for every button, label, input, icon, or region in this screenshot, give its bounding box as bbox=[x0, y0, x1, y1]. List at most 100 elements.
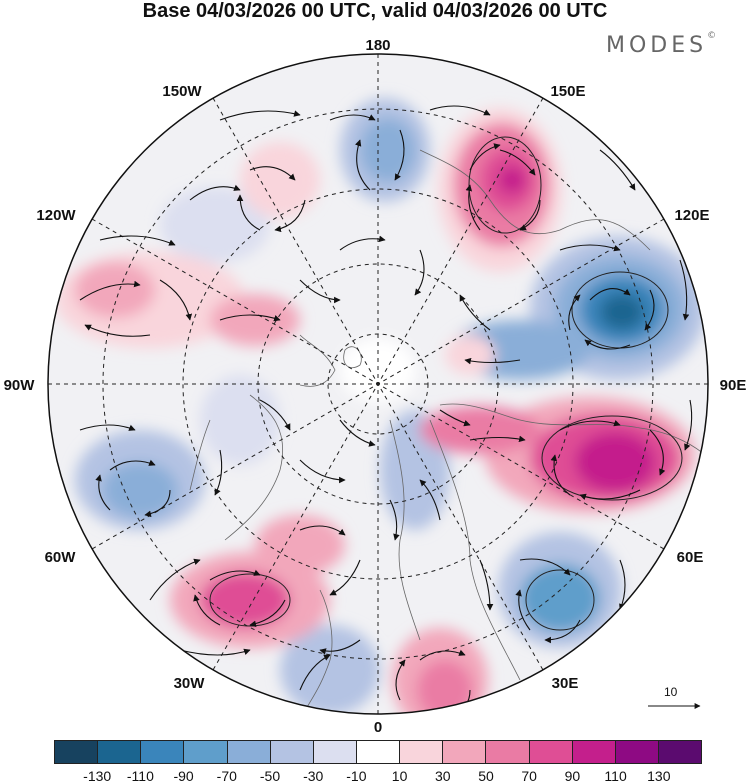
wind-vector bbox=[299, 525, 346, 536]
wind-vector bbox=[79, 424, 136, 431]
wind-vector bbox=[395, 659, 406, 701]
pos-anomaly bbox=[210, 294, 300, 346]
colorbar-segment bbox=[356, 741, 401, 763]
lon-label-0: 0 bbox=[374, 719, 382, 736]
wind-vector bbox=[419, 649, 466, 661]
neg-anomaly bbox=[520, 564, 600, 632]
pos-anomaly-arm bbox=[420, 406, 540, 454]
pos-anomaly-center bbox=[498, 166, 526, 194]
map-disc bbox=[48, 54, 708, 714]
colorbar-segment bbox=[141, 741, 185, 763]
colorbar-tick-label: -50 bbox=[259, 768, 281, 784]
wind-vector bbox=[299, 279, 341, 304]
coastline bbox=[189, 419, 211, 491]
colorbar-tick-label: -90 bbox=[173, 768, 194, 784]
wind-vectors bbox=[79, 105, 693, 714]
wind-vector bbox=[329, 114, 376, 121]
wind-vector bbox=[159, 279, 193, 321]
wind-vector bbox=[519, 199, 541, 231]
wind-vector bbox=[214, 449, 223, 496]
wind-vector bbox=[469, 143, 501, 171]
wind-vector bbox=[499, 149, 536, 176]
colorbar-tick-label: 110 bbox=[604, 768, 627, 784]
wind-vector bbox=[339, 235, 386, 251]
lon-label-90e: 90E bbox=[720, 377, 747, 394]
coastline bbox=[429, 419, 521, 681]
colorbar-tick-label: 130 bbox=[647, 768, 671, 784]
coastline bbox=[299, 334, 336, 387]
wind-vector bbox=[394, 129, 405, 181]
wind-vector bbox=[299, 654, 331, 691]
colorbar-segment bbox=[400, 741, 444, 763]
wind-vector bbox=[568, 294, 581, 331]
wind-vector bbox=[299, 459, 346, 484]
colorbar-tick-label: -30 bbox=[303, 768, 324, 784]
lon-label-30w: 30W bbox=[174, 675, 206, 692]
contour bbox=[525, 569, 595, 631]
colorbar-tick-label: 50 bbox=[478, 768, 494, 784]
colorbar-tick-label: -10 bbox=[346, 768, 367, 784]
colorbar-tick-label: -110 bbox=[126, 768, 154, 784]
wind-vector bbox=[544, 619, 581, 644]
colorbar-segment bbox=[658, 741, 702, 763]
map-border bbox=[47, 53, 709, 715]
wind-vector bbox=[189, 184, 241, 201]
colorbar bbox=[54, 740, 702, 764]
wind-vector bbox=[464, 357, 521, 365]
wind-vector bbox=[354, 139, 371, 191]
wind-vector bbox=[579, 489, 641, 501]
meridian bbox=[91, 218, 665, 550]
wind-vector bbox=[339, 419, 376, 447]
polar-neutral bbox=[340, 338, 416, 402]
wind-vector bbox=[589, 288, 631, 301]
wind-vector bbox=[649, 429, 666, 476]
wind-vector bbox=[679, 259, 690, 321]
coastline bbox=[419, 149, 651, 251]
neg-anomaly bbox=[280, 625, 380, 714]
wind-vector bbox=[479, 559, 494, 611]
neg-anomaly bbox=[360, 118, 416, 182]
wind-vector bbox=[584, 339, 631, 350]
wind-vector bbox=[515, 589, 531, 631]
colorbar-segment bbox=[615, 741, 659, 763]
colorbar-segment bbox=[443, 741, 487, 763]
reference-vector-label: 10 bbox=[664, 685, 678, 699]
colorbar-segment bbox=[98, 741, 142, 763]
colorbar-segment bbox=[270, 741, 314, 763]
lon-label-150e: 150E bbox=[550, 83, 585, 100]
wind-vector bbox=[459, 294, 491, 331]
wind-vector bbox=[179, 648, 251, 656]
lon-label-150w: 150W bbox=[162, 83, 202, 100]
pos-anomaly-core bbox=[575, 432, 655, 492]
wind-vector bbox=[99, 235, 176, 246]
wind-vector bbox=[429, 105, 491, 116]
colorbar-tick-label: -130 bbox=[83, 768, 112, 784]
coastline bbox=[439, 403, 708, 471]
colorbar-segment bbox=[529, 741, 573, 763]
wind-vector bbox=[249, 166, 296, 181]
wind-vector bbox=[319, 639, 361, 655]
colorbar-segment bbox=[486, 741, 530, 763]
lon-label-90w: 90W bbox=[4, 377, 36, 394]
wind-vector bbox=[95, 474, 111, 511]
wind-vector bbox=[79, 280, 141, 301]
wind-vector bbox=[599, 149, 636, 191]
colorbar-segment bbox=[55, 741, 99, 763]
colorbar-tick-label: 90 bbox=[564, 768, 581, 784]
coastline bbox=[343, 346, 362, 369]
map-title: Base 04/03/2026 00 UTC, valid 04/03/2026… bbox=[142, 0, 608, 22]
wind-vector bbox=[559, 244, 621, 252]
wind-vector bbox=[469, 435, 526, 443]
wind-vector bbox=[209, 569, 261, 581]
wind-vector bbox=[259, 399, 291, 431]
brand-name: MODES bbox=[606, 33, 708, 58]
lon-label-120w: 120W bbox=[36, 207, 76, 224]
lon-label-60e: 60E bbox=[677, 549, 704, 566]
lon-label-120e: 120E bbox=[674, 207, 709, 224]
pos-anomaly bbox=[200, 572, 290, 628]
wind-vector bbox=[236, 194, 261, 231]
pos-anomaly-weak bbox=[445, 335, 495, 375]
longitude-labels: 180 150W 150E 120W 120E 90W 90E 60W 60E … bbox=[4, 37, 747, 736]
wind-vector bbox=[144, 489, 171, 518]
